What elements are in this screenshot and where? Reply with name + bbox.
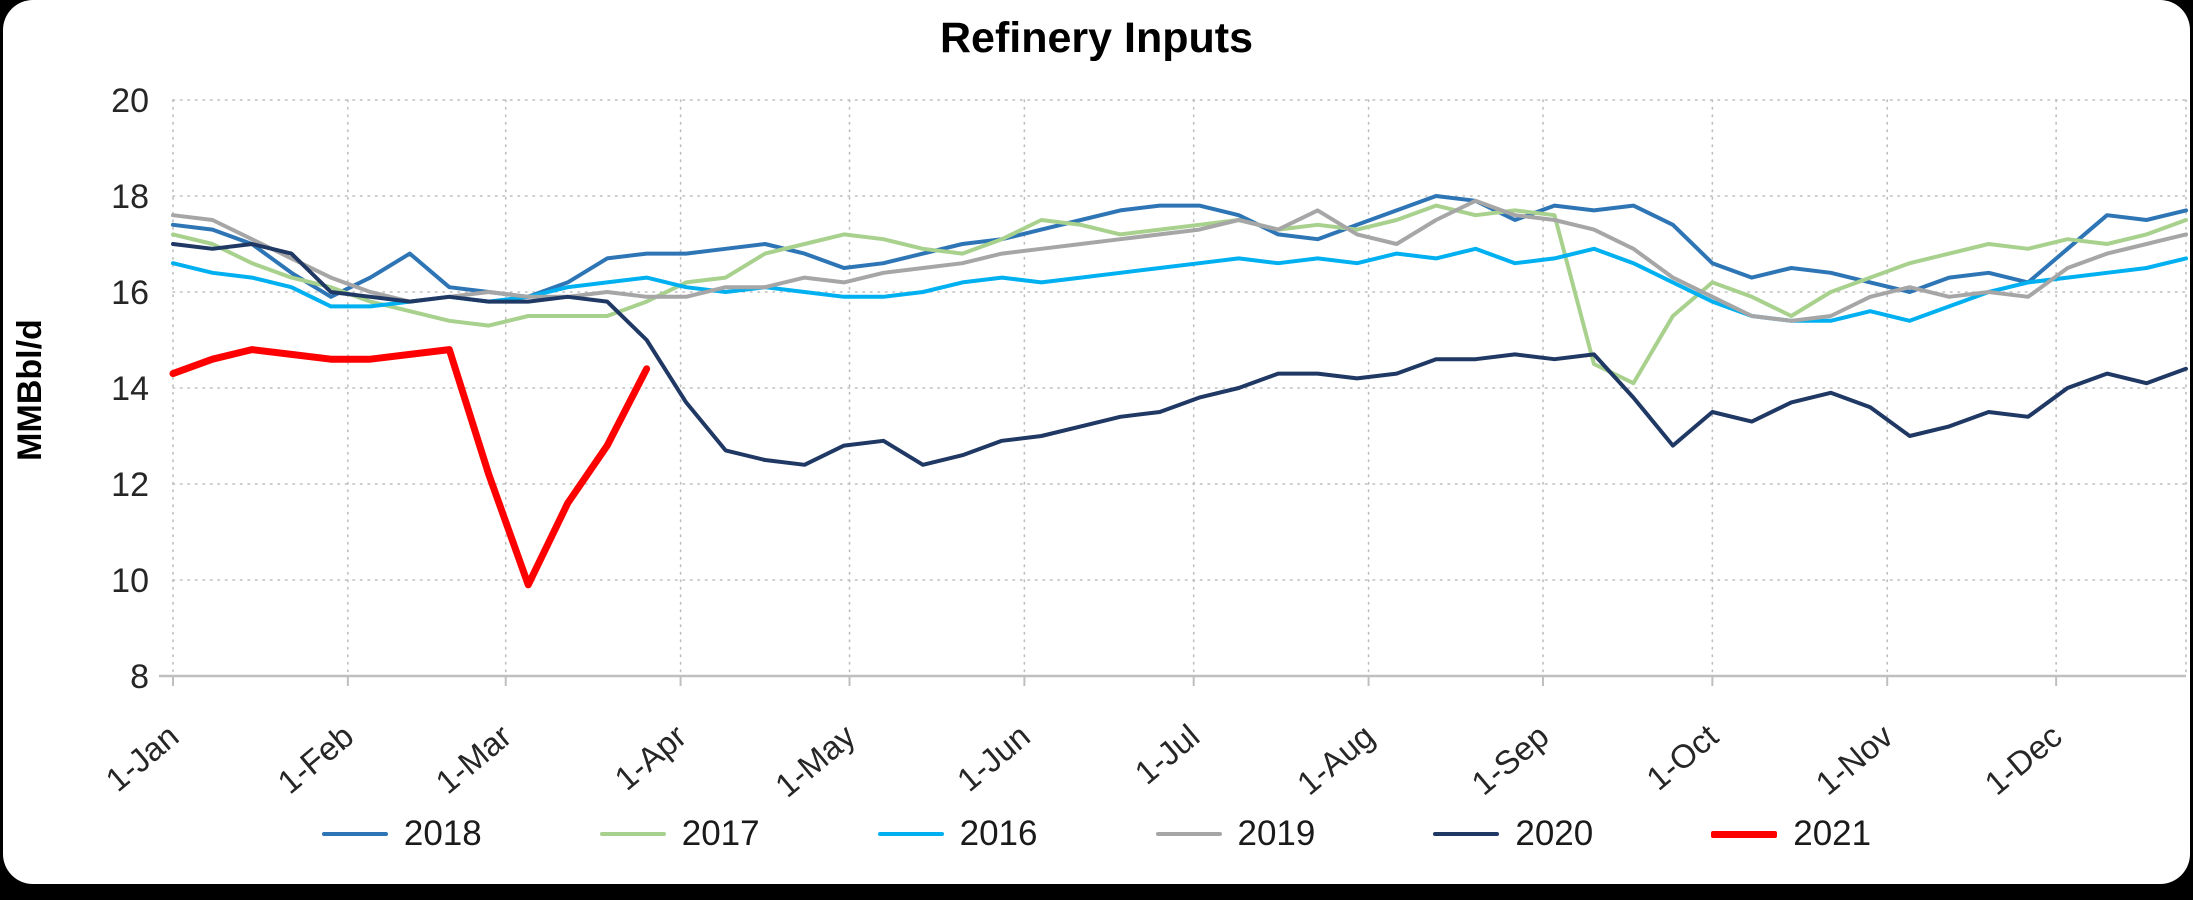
legend-item-2016: 2016 xyxy=(877,814,1038,854)
legend-line-sample-2018 xyxy=(321,831,388,837)
series-line-2020 xyxy=(171,242,2188,467)
x-tick-label: 1-Jul xyxy=(1128,717,1207,791)
y-tick-label: 14 xyxy=(111,370,149,408)
series-line-2017 xyxy=(171,203,2188,386)
legend-item-2021: 2021 xyxy=(1711,814,1871,854)
legend-line-sample-2020 xyxy=(1433,831,1500,837)
legend-item-2020: 2020 xyxy=(1433,814,1593,854)
y-tick-label: 18 xyxy=(111,178,149,216)
chart-legend: 2018 2017 2016 2019 2020 2021 xyxy=(3,804,2190,854)
line-chart-plot-area: MMBbl/d 20 18 16 14 12 10 8 1-Jan 1-Feb 1-Mar 1-Ap… xyxy=(11,82,2188,804)
legend-line-sample-2016 xyxy=(877,831,944,837)
legend-line-sample-2021 xyxy=(1711,830,1778,838)
legend-label-2016: 2016 xyxy=(959,814,1038,853)
series-line-2019 xyxy=(171,198,2188,323)
x-tick-label: 1-Dec xyxy=(1977,717,2068,802)
x-tick-label: 1-Aug xyxy=(1290,717,1381,802)
legend-line-sample-2019 xyxy=(1155,831,1222,837)
legend-label-2017: 2017 xyxy=(681,814,760,853)
legend-label-2021: 2021 xyxy=(1793,814,1872,853)
legend-label-2020: 2020 xyxy=(1515,814,1594,853)
legend-label-2019: 2019 xyxy=(1237,814,1316,853)
x-tick-label: 1-Nov xyxy=(1808,717,1900,802)
y-tick-label: 10 xyxy=(111,562,149,600)
y-tick-label: 8 xyxy=(130,658,149,696)
legend-label-2018: 2018 xyxy=(403,814,482,853)
chart-title: Refinery Inputs xyxy=(940,14,1253,62)
x-tick-label: 1-Oct xyxy=(1639,717,1725,797)
series-line-2016 xyxy=(171,246,2188,323)
x-tick-label: 1-Feb xyxy=(271,717,361,801)
legend-line-sample-2017 xyxy=(599,831,666,837)
series-line-2018 xyxy=(171,194,2188,299)
legend-item-2017: 2017 xyxy=(599,814,760,854)
y-tick-label: 20 xyxy=(111,82,149,120)
x-tick-label: 1-Jan xyxy=(98,717,185,798)
y-tick-label: 12 xyxy=(111,466,149,504)
series-line-2021 xyxy=(169,346,651,589)
chart-card: Refinery Inputs MMBbl/d 20 18 16 14 12 10 8 1-J… xyxy=(3,0,2190,884)
x-tick-label: 1-Jun xyxy=(950,717,1037,798)
x-tick-label: 1-Mar xyxy=(428,717,518,801)
y-tick-label: 16 xyxy=(111,274,149,312)
legend-item-2019: 2019 xyxy=(1155,814,1316,854)
x-tick-label: 1-May xyxy=(768,717,862,804)
legend-item-2018: 2018 xyxy=(321,814,482,854)
y-axis-title: MMBbl/d xyxy=(11,319,49,461)
x-tick-label: 1-Sep xyxy=(1464,717,1555,802)
x-tick-label: 1-Apr xyxy=(607,717,693,797)
